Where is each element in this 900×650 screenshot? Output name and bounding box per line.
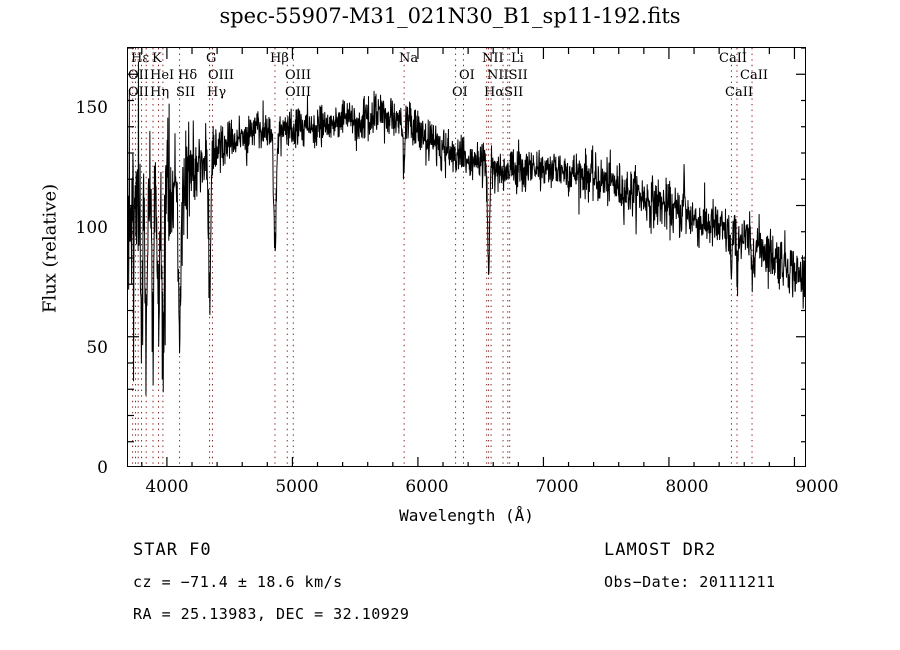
line-id-label: CaII xyxy=(740,68,768,83)
line-id-label: NIISII xyxy=(487,68,528,83)
x-tick-4000: 4000 xyxy=(145,477,189,497)
x-tick-9000: 9000 xyxy=(795,477,839,497)
line-id-label: HeI xyxy=(150,68,175,83)
coordinates-text: RA = 25.13983, DEC = 32.10929 xyxy=(133,605,410,623)
object-class-text: STAR F0 xyxy=(133,540,212,560)
line-id-label: NII xyxy=(482,51,504,66)
line-id-label: OIII xyxy=(285,85,312,100)
x-tick-5000: 5000 xyxy=(275,477,319,497)
line-id-label: HαSII xyxy=(484,85,524,100)
line-id-label: Hε xyxy=(131,51,150,66)
spectrum-trace xyxy=(128,61,805,396)
line-id-label: Hη xyxy=(150,85,170,100)
y-tick-50: 50 xyxy=(86,338,108,358)
survey-text: LAMOST DR2 xyxy=(604,540,717,560)
line-id-label: OI xyxy=(459,68,475,83)
line-id-label: Li xyxy=(511,51,524,66)
line-id-label: G xyxy=(206,51,217,66)
plot-area xyxy=(127,47,806,467)
line-id-label: Hβ xyxy=(270,51,289,66)
line-marker-group xyxy=(132,48,753,466)
spectrum-canvas xyxy=(128,48,805,466)
redshift-velocity-text: cz = −71.4 ± 18.6 km/s xyxy=(133,573,343,591)
obs-date-text: Obs−Date: 20111211 xyxy=(604,573,776,591)
y-axis-label: Flux (relative) xyxy=(39,183,61,314)
line-id-label: OIII xyxy=(285,68,312,83)
line-id-label: K xyxy=(152,51,162,66)
line-id-label: Na xyxy=(399,51,419,66)
line-id-label: OIII xyxy=(208,68,235,83)
line-id-label: CaII xyxy=(719,51,747,66)
page-title: spec-55907-M31_021N30_B1_sp11-192.fits xyxy=(219,4,681,28)
line-id-label: Hγ xyxy=(207,85,227,100)
line-id-label: Hδ xyxy=(178,68,198,83)
y-tick-150: 150 xyxy=(75,98,108,118)
x-axis-label: Wavelength (Å) xyxy=(399,506,534,525)
x-tick-8000: 8000 xyxy=(665,477,709,497)
x-tick-7000: 7000 xyxy=(535,477,579,497)
line-id-label: SII xyxy=(176,85,196,100)
line-id-label: OI xyxy=(452,85,468,100)
line-id-label: OII xyxy=(128,68,149,83)
line-id-label: OII xyxy=(128,85,149,100)
line-id-label: CaII xyxy=(725,85,753,100)
x-tick-6000: 6000 xyxy=(405,477,449,497)
y-tick-100: 100 xyxy=(75,218,108,238)
y-tick-0: 0 xyxy=(97,458,108,478)
axis-tick-group xyxy=(128,48,805,466)
